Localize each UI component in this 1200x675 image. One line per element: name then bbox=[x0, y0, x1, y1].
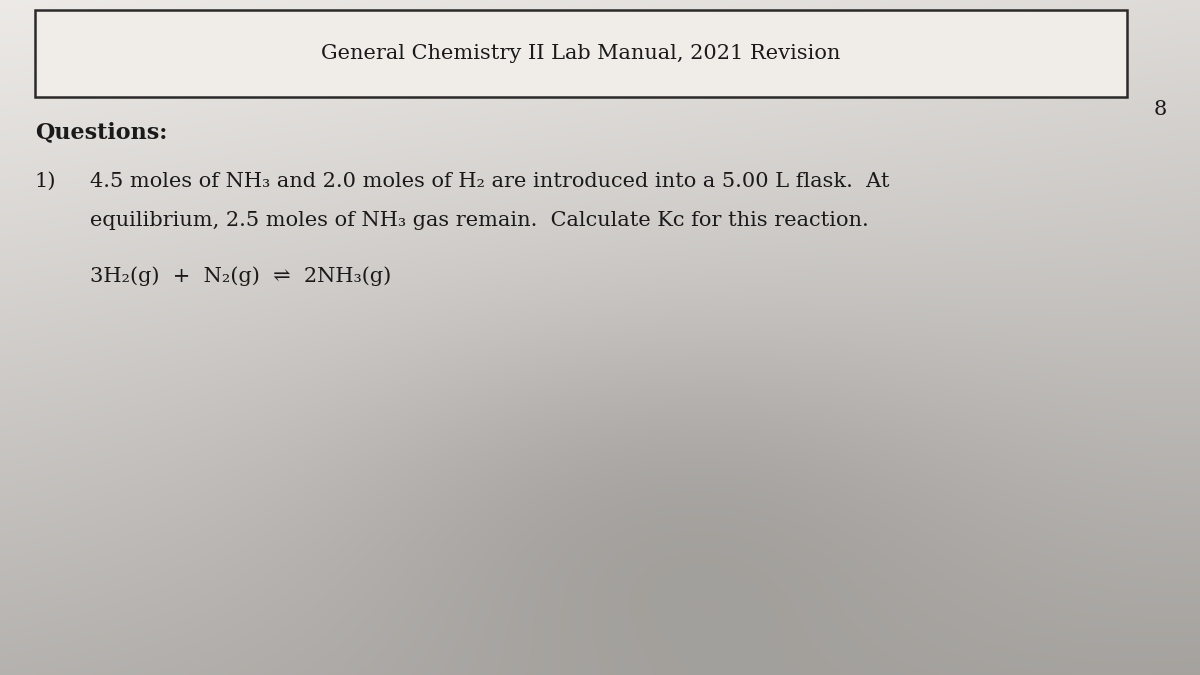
Text: equilibrium, 2.5 moles of NH₃ gas remain.  Calculate Kᴄ for this reaction.: equilibrium, 2.5 moles of NH₃ gas remain… bbox=[90, 211, 869, 230]
Text: 4.5 moles of NH₃ and 2.0 moles of H₂ are introduced into a 5.00 L flask.  At: 4.5 moles of NH₃ and 2.0 moles of H₂ are… bbox=[90, 172, 889, 191]
FancyBboxPatch shape bbox=[35, 10, 1127, 97]
Text: 1): 1) bbox=[35, 172, 56, 191]
Text: Questions:: Questions: bbox=[35, 122, 167, 144]
Text: 8: 8 bbox=[1153, 100, 1166, 119]
Text: General Chemistry II Lab Manual, 2021 Revision: General Chemistry II Lab Manual, 2021 Re… bbox=[322, 44, 840, 63]
Text: 3H₂(g)  +  N₂(g)  ⇌  2NH₃(g): 3H₂(g) + N₂(g) ⇌ 2NH₃(g) bbox=[90, 267, 391, 286]
